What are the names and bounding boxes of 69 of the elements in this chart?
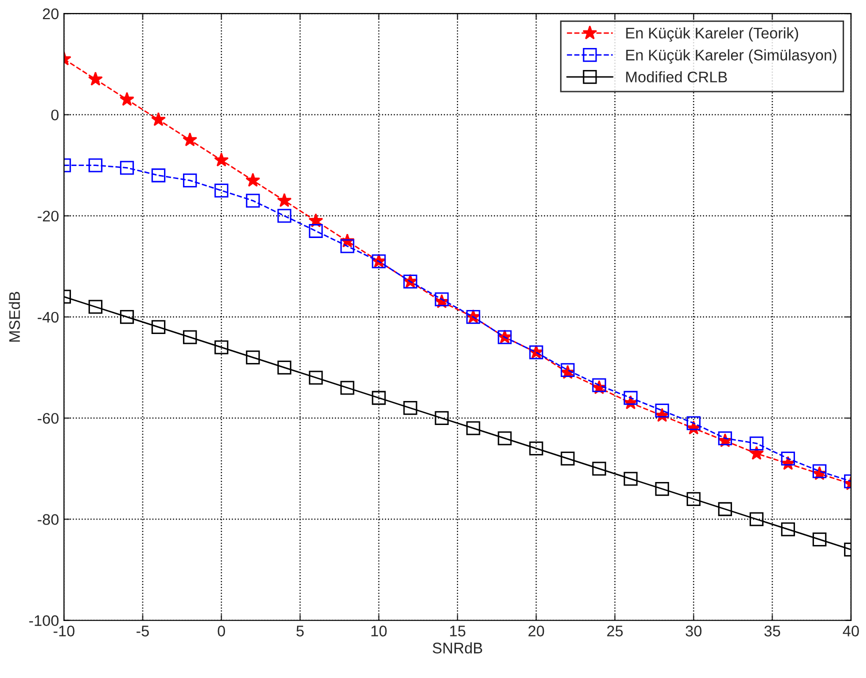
y-axis-title: MSEdB [8,292,20,342]
point [182,330,197,344]
point [466,421,480,436]
point [120,160,134,175]
y-tick-label: -100 [29,615,59,626]
legend-label: En Küçük Kareler (Simülasyon) [626,49,836,64]
point [560,452,575,466]
x-tick-label: 10 [371,626,387,636]
point [624,390,638,405]
point [498,431,512,446]
point [403,401,418,415]
point [308,224,323,238]
y-tick-label: 20 [42,8,59,20]
point [308,370,323,385]
y-tick-label: -60 [38,412,59,424]
point [151,112,166,126]
point [592,462,606,476]
y-tick-label: -20 [38,210,59,222]
point [214,152,229,167]
point [655,482,670,496]
y-tick-label: -40 [38,312,59,323]
y-tick-label: -80 [38,514,59,525]
point [246,194,260,208]
point [749,446,764,460]
x-tick-label: -5 [136,626,149,636]
point [88,300,102,314]
point [214,340,228,354]
point [88,72,103,86]
legend-label: En Küçük Kareler (Teorik) [626,27,798,42]
point [340,380,354,395]
x-tick-label: 40 [842,626,859,636]
point [340,239,354,254]
point [372,390,386,405]
x-tick-label: 0 [218,626,226,636]
point [781,522,795,536]
point [88,158,102,172]
x-axis-title: SNRdB [432,642,482,654]
point [277,193,292,207]
point [120,310,134,324]
x-tick-label: 25 [607,626,623,636]
x-tick-label: -10 [54,626,74,636]
point [686,492,701,506]
point [182,173,197,188]
x-tick-label: 30 [686,626,702,636]
legend-label: Modified CRLB [626,71,727,82]
point [781,452,795,466]
y-tick-label: 0 [51,110,59,120]
x-tick-label: 5 [296,626,304,636]
point [277,208,292,223]
x-tick-label: 15 [450,626,466,636]
point [624,472,638,486]
point [182,132,198,146]
point [120,92,134,106]
point [529,441,544,456]
x-tick-label: 35 [764,626,780,636]
point [434,411,449,426]
point [655,404,670,418]
point [750,436,764,450]
point [812,532,826,546]
point [214,184,228,198]
x-tick-label: 20 [528,626,544,636]
point [277,360,292,374]
point [246,350,260,364]
point [246,172,260,187]
point [686,416,701,430]
point [151,168,166,182]
point [718,502,732,516]
point [750,512,764,526]
point [151,320,166,334]
